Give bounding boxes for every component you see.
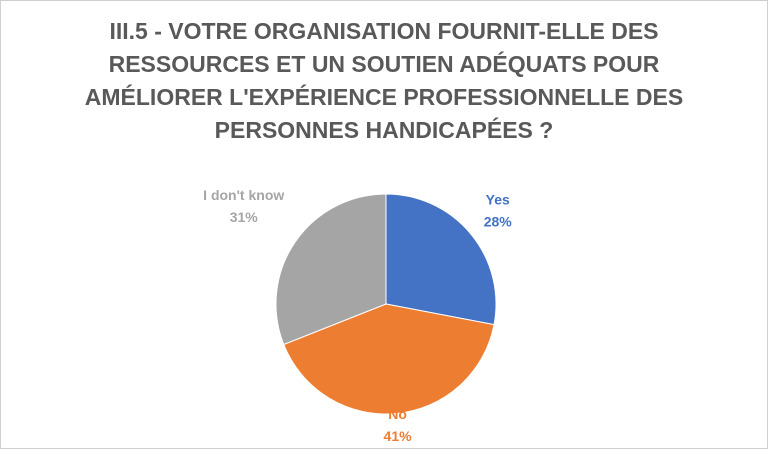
chart-title: III.5 - VOTRE ORGANISATION FOURNIT-ELLE … bbox=[84, 18, 684, 143]
pie-slice bbox=[275, 193, 387, 346]
slice-value-label: 31% bbox=[230, 209, 259, 225]
slice-label: No bbox=[388, 406, 407, 422]
slice-value-label: 28% bbox=[484, 213, 513, 229]
pie-slice bbox=[283, 303, 495, 415]
slice-label: Yes bbox=[486, 191, 510, 207]
slice-label: I don't know bbox=[203, 187, 284, 203]
slice-value-label: 41% bbox=[384, 428, 413, 444]
pie-slice bbox=[385, 193, 497, 326]
